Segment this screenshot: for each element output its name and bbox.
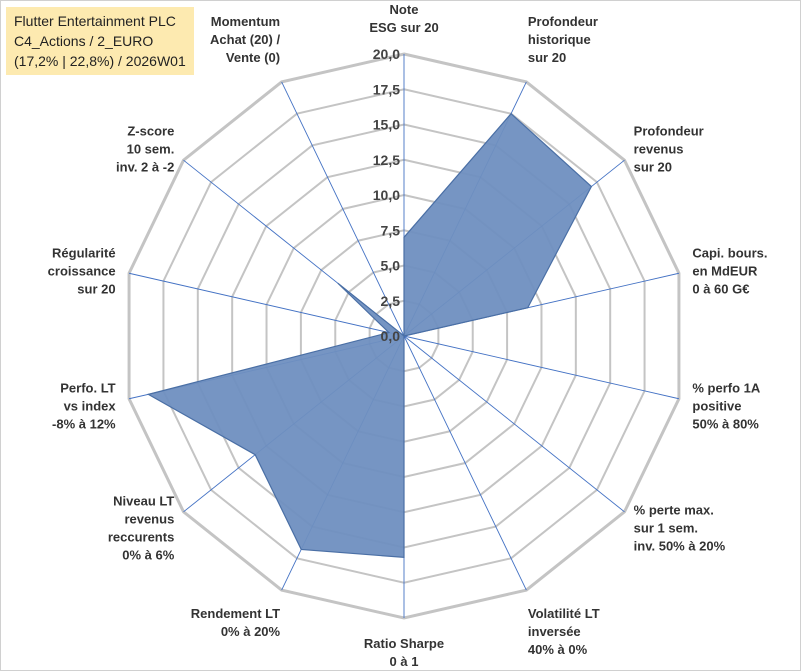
tick-label-5: 12,5 xyxy=(373,152,400,168)
tick-label-7: 17,5 xyxy=(373,81,400,97)
axis-label-4-line-2: en MdEUR xyxy=(692,263,758,278)
axis-label-7-line-2: inversée xyxy=(528,624,581,639)
axis-label-10-line-3: reccurents xyxy=(108,530,174,545)
axis-label-10-line-4: 0% à 6% xyxy=(122,548,174,563)
tick-label-1: 2,5 xyxy=(381,293,401,309)
axis-label-13-line-2: 10 sem. xyxy=(127,141,175,156)
axis-label-9-line-1: Rendement LT xyxy=(191,606,280,621)
axis-label-5-line-2: positive xyxy=(692,399,741,414)
axis-label-5-line-1: % perfo 1A xyxy=(692,381,761,396)
axis-label-6-line-3: inv. 50% à 20% xyxy=(634,539,726,554)
axis-label-6-line-1: % perte max. xyxy=(634,503,714,518)
axis-label-9: Rendement LT 0% à 20% xyxy=(191,606,281,639)
axis-label-3-line-1: Profondeur xyxy=(634,123,704,138)
tick-label-2: 5,0 xyxy=(381,258,401,274)
axis-label-11: Perfo. LT vs index -8% à 12% xyxy=(52,381,116,432)
axis-label-12-line-1: Régularité xyxy=(52,245,116,260)
axis-label-14-line-2: Achat (20) / xyxy=(210,32,280,47)
axis-label-7-line-1: Volatilité LT xyxy=(528,606,600,621)
axis-label-14: Momentum Achat (20) / Vente (0) xyxy=(210,14,280,65)
axis-label-6: % perte max. sur 1 sem. inv. 50% à 20% xyxy=(634,503,726,554)
tick-label-8: 20,0 xyxy=(373,46,400,62)
axis-label-14-line-3: Vente (0) xyxy=(226,50,280,65)
tick-label-6: 15,0 xyxy=(373,117,400,133)
axis-label-13-line-1: Z-score xyxy=(127,123,174,138)
spoke-7 xyxy=(404,336,526,590)
axis-label-10-line-2: revenus xyxy=(124,512,174,527)
axis-label-4: Capi. bours. en MdEUR 0 à 60 G€ xyxy=(692,245,767,296)
tick-label-0: 0,0 xyxy=(381,328,401,344)
axis-label-3-line-2: revenus xyxy=(634,141,684,156)
axis-label-8: Ratio Sharpe 0 à 1 xyxy=(364,636,444,669)
axis-label-3-line-3: sur 20 xyxy=(634,159,672,174)
axis-label-3: Profondeur revenus sur 20 xyxy=(634,123,704,174)
axis-label-11-line-2: vs index xyxy=(64,399,117,414)
axis-label-4-line-3: 0 à 60 G€ xyxy=(692,281,749,296)
axis-label-6-line-2: sur 1 sem. xyxy=(634,521,698,536)
axis-label-7: Volatilité LT inversée 40% à 0% xyxy=(528,606,600,657)
axis-label-7-line-3: 40% à 0% xyxy=(528,642,588,657)
axis-label-13: Z-score 10 sem. inv. 2 à -2 xyxy=(116,123,174,174)
axis-label-13-line-3: inv. 2 à -2 xyxy=(116,159,174,174)
tick-label-3: 7,5 xyxy=(381,222,401,238)
axis-label-5: % perfo 1A positive 50% à 80% xyxy=(692,381,761,432)
axis-label-10: Niveau LT revenus reccurents 0% à 6% xyxy=(108,494,175,563)
axis-label-14-line-1: Momentum xyxy=(211,14,280,29)
axis-label-2-line-3: sur 20 xyxy=(528,50,566,65)
axis-label-12-line-2: croissance xyxy=(48,263,116,278)
axis-label-2-line-2: historique xyxy=(528,32,591,47)
axis-label-11-line-1: Perfo. LT xyxy=(60,381,115,396)
axis-label-8-line-2: 0 à 1 xyxy=(390,654,419,669)
axis-label-12: Régularité croissance sur 20 xyxy=(48,245,116,296)
axis-label-9-line-2: 0% à 20% xyxy=(221,624,281,639)
axis-label-11-line-3: -8% à 12% xyxy=(52,417,116,432)
axis-label-10-line-1: Niveau LT xyxy=(113,494,174,509)
axis-label-4-line-1: Capi. bours. xyxy=(692,245,767,260)
tick-label-4: 10,0 xyxy=(373,187,400,203)
axis-label-12-line-3: sur 20 xyxy=(77,281,115,296)
axis-label-1: Note ESG sur 20 xyxy=(369,2,438,35)
axis-label-5-line-3: 50% à 80% xyxy=(692,417,759,432)
axis-label-2-line-1: Profondeur xyxy=(528,14,598,29)
axis-label-1-line-2: ESG sur 20 xyxy=(369,20,438,35)
axis-label-8-line-1: Ratio Sharpe xyxy=(364,636,444,651)
axis-label-1-line-1: Note xyxy=(390,2,419,17)
axis-label-2: Profondeur historique sur 20 xyxy=(528,14,598,65)
